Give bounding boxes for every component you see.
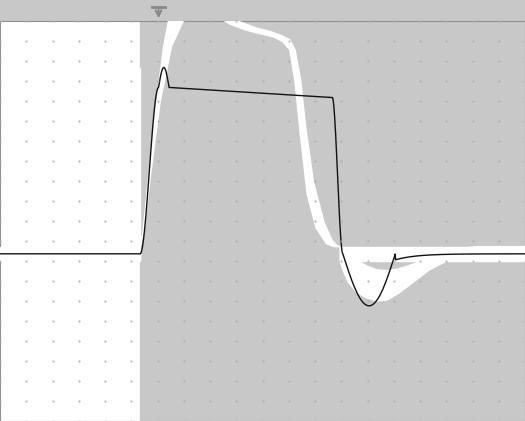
Polygon shape [140, 261, 340, 421]
Polygon shape [140, 0, 340, 247]
Polygon shape [340, 247, 525, 301]
Polygon shape [140, 21, 340, 67]
Polygon shape [0, 247, 140, 261]
Polygon shape [340, 247, 525, 261]
